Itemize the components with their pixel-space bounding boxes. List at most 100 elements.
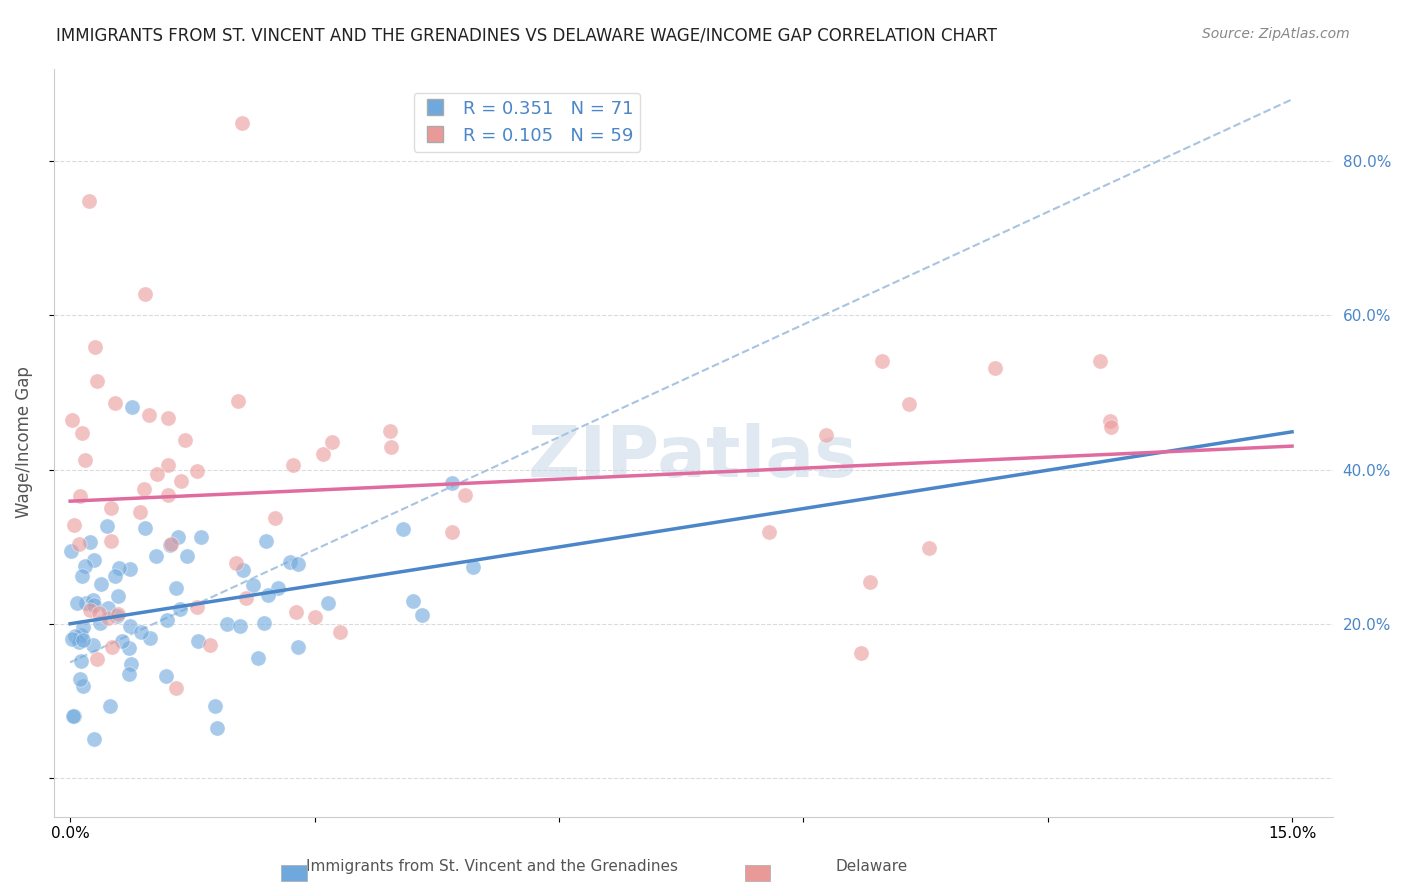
Point: [225, 556, 247, 570]
Point: [321, 435, 343, 450]
Point: [66, 597, 89, 611]
Point: [98, 698, 121, 713]
Point: [156, 458, 179, 473]
Point: [190, 530, 212, 544]
Point: [278, 555, 301, 569]
Point: [1099, 419, 1122, 434]
Point: [63, 709, 86, 723]
Point: [100, 500, 122, 515]
Point: [82, 592, 104, 607]
Point: [118, 562, 141, 576]
Point: [107, 561, 129, 575]
Point: [814, 427, 837, 442]
Point: [267, 581, 290, 595]
Point: [411, 607, 433, 622]
Point: [107, 607, 129, 621]
Point: [281, 458, 304, 472]
Point: [155, 669, 177, 683]
Text: Delaware: Delaware: [835, 859, 908, 874]
Point: [160, 536, 183, 550]
Point: [60, 632, 83, 647]
Point: [215, 617, 238, 632]
Point: [90, 576, 112, 591]
Point: [70, 425, 93, 440]
Point: [229, 619, 252, 633]
Point: [120, 657, 142, 671]
Point: [232, 563, 254, 577]
Point: [83, 598, 105, 612]
Point: [101, 640, 124, 654]
Point: [246, 651, 269, 665]
Point: [454, 488, 477, 502]
Point: [264, 511, 287, 525]
Point: [77, 194, 100, 208]
Point: [67, 537, 90, 551]
Point: [73, 559, 96, 574]
Point: [159, 538, 181, 552]
Point: [235, 591, 257, 605]
Point: [67, 634, 90, 648]
Point: [70, 654, 93, 668]
Point: [107, 589, 129, 603]
Point: [83, 732, 105, 747]
Point: [100, 533, 122, 548]
Point: [69, 672, 91, 686]
Point: [82, 638, 104, 652]
Point: [72, 632, 94, 647]
Point: [105, 609, 128, 624]
Point: [72, 569, 94, 583]
Point: [441, 525, 464, 540]
Point: [84, 340, 107, 354]
Point: [392, 522, 415, 536]
Point: [96, 519, 118, 533]
Point: [984, 360, 1007, 375]
Text: Source: ZipAtlas.com: Source: ZipAtlas.com: [1202, 27, 1350, 41]
Point: [318, 596, 340, 610]
Point: [165, 681, 187, 695]
Point: [89, 606, 111, 620]
Point: [111, 633, 134, 648]
Point: [186, 464, 208, 478]
Point: [79, 602, 101, 616]
Point: [254, 534, 277, 549]
Point: [129, 624, 152, 639]
Point: [134, 287, 156, 301]
Point: [380, 440, 402, 454]
Point: [118, 619, 141, 633]
Point: [849, 646, 872, 660]
Point: [200, 638, 222, 652]
Point: [284, 605, 307, 619]
Point: [69, 489, 91, 503]
Point: [134, 521, 156, 535]
Point: [870, 354, 893, 368]
Point: [156, 613, 179, 627]
Point: [60, 413, 83, 427]
Y-axis label: Wage/Income Gap: Wage/Income Gap: [15, 367, 32, 518]
Point: [165, 581, 187, 595]
Point: [758, 525, 780, 540]
Point: [129, 505, 152, 519]
Point: [231, 115, 253, 129]
Point: [204, 699, 226, 714]
Point: [145, 549, 167, 564]
Point: [253, 615, 276, 630]
Point: [440, 475, 463, 490]
Point: [186, 634, 208, 648]
Text: IMMIGRANTS FROM ST. VINCENT AND THE GRENADINES VS DELAWARE WAGE/INCOME GAP CORRE: IMMIGRANTS FROM ST. VINCENT AND THE GREN…: [56, 27, 997, 45]
Point: [138, 408, 160, 422]
Point: [176, 549, 198, 563]
Point: [104, 396, 127, 410]
Point: [72, 619, 94, 633]
Point: [329, 625, 352, 640]
Point: [139, 631, 162, 645]
Point: [1098, 414, 1121, 428]
Point: [117, 641, 139, 656]
Point: [287, 557, 309, 571]
Point: [132, 482, 155, 496]
Point: [312, 447, 335, 461]
Point: [97, 600, 120, 615]
Point: [304, 610, 326, 624]
Point: [169, 602, 191, 616]
Point: [60, 544, 83, 558]
Point: [157, 411, 180, 425]
